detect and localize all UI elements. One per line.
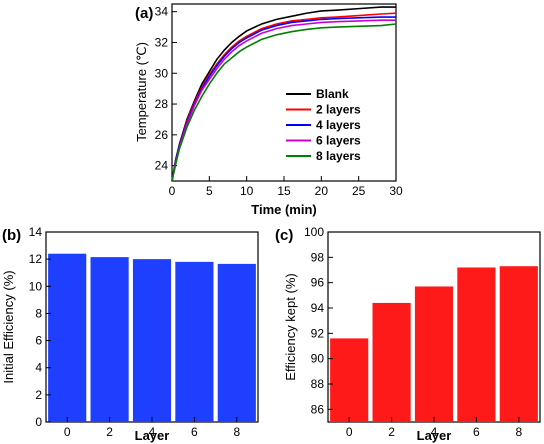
panel-a-xtick-label: 25 bbox=[352, 184, 366, 198]
panel-b-xtick-label: 2 bbox=[106, 425, 113, 439]
panel-c-xtick-label: 2 bbox=[388, 425, 395, 439]
panel-b-ylabel: Initial Efficiency (%) bbox=[1, 270, 16, 383]
panel-b-bar-3 bbox=[175, 261, 214, 422]
panel-b-bar-0 bbox=[48, 253, 87, 422]
panel-c-bar-4 bbox=[499, 266, 538, 422]
panel-c-bar-2 bbox=[414, 286, 454, 422]
panel-c-bar-1 bbox=[372, 302, 411, 422]
panel-a-ticks: 0 5 10 15 20 25 30 24 26 28 30 32 34 bbox=[155, 5, 403, 198]
panel-b-ytick-label: 12 bbox=[29, 252, 43, 266]
panel-a-ytick-label: 30 bbox=[155, 66, 169, 80]
panel-b-ytick-label: 14 bbox=[29, 225, 43, 239]
panel-a-ytick-label: 24 bbox=[155, 159, 169, 173]
panel-b-xtick-label: 8 bbox=[233, 425, 240, 439]
series-line-2 bbox=[171, 16, 396, 182]
panel-b-ytick-label: 8 bbox=[35, 306, 42, 320]
panel-a-plot-frame bbox=[171, 3, 397, 182]
panel-b-ytick-label: 6 bbox=[35, 334, 42, 348]
panel-c-bars bbox=[330, 266, 538, 422]
series-line-4 bbox=[171, 23, 397, 182]
panel-b-bar-4 bbox=[217, 263, 256, 422]
panel-c-ytick-label: 96 bbox=[311, 276, 325, 290]
panel-b-ticks: 0 2 4 6 8 0 2 4 6 8 10 12 14 bbox=[29, 225, 241, 439]
panel-a-xtick-label: 10 bbox=[240, 184, 254, 198]
series-line-3 bbox=[171, 19, 396, 182]
panel-a: (a) 0 5 10 15 20 25 30 24 26 28 30 32 34 Blank 2 laye… bbox=[134, 3, 403, 217]
panel-a-ylabel: Temperature (℃) bbox=[134, 42, 149, 142]
panel-c-xlabel: Layer bbox=[417, 428, 452, 443]
panel-c-xtick-label: 6 bbox=[473, 425, 480, 439]
panel-a-ytick-label: 28 bbox=[155, 97, 169, 111]
panel-b-xtick-label: 0 bbox=[64, 425, 71, 439]
panel-c-ytick-label: 100 bbox=[304, 225, 324, 239]
legend-label-1: 2 layers bbox=[316, 103, 361, 117]
panel-c: (c) 0 2 4 6 8 86 88 90 92 94 96 98 100 Layer Efficie… bbox=[275, 225, 541, 443]
panel-c-ylabel: Efficiency kept (%) bbox=[283, 273, 298, 380]
panel-c-ytick-label: 92 bbox=[311, 326, 325, 340]
panel-b-ytick-label: 10 bbox=[29, 279, 43, 293]
panel-b-ytick-label: 4 bbox=[35, 361, 42, 375]
panel-c-ticks: 0 2 4 6 8 86 88 90 92 94 96 98 100 bbox=[304, 225, 522, 439]
panel-c-label: (c) bbox=[275, 227, 293, 244]
panel-a-xtick-label: 15 bbox=[277, 184, 291, 198]
panel-c-ytick-label: 86 bbox=[311, 402, 325, 416]
panel-c-bar-3 bbox=[457, 267, 496, 422]
legend-label-2: 4 layers bbox=[316, 118, 361, 132]
panel-b-xtick-label: 6 bbox=[191, 425, 198, 439]
panel-c-xtick-label: 8 bbox=[515, 425, 522, 439]
panel-b-xlabel: Layer bbox=[135, 428, 170, 443]
panel-c-xtick-label: 4 bbox=[431, 425, 438, 439]
panel-b-bar-2 bbox=[132, 259, 172, 422]
panel-c-ytick-label: 94 bbox=[311, 301, 325, 315]
panel-b-ytick-label: 2 bbox=[35, 388, 42, 402]
panel-a-ytick-label: 34 bbox=[155, 5, 169, 19]
panel-a-xlabel: Time (min) bbox=[251, 202, 317, 217]
legend-label-4: 8 layers bbox=[316, 149, 361, 163]
panel-a-ytick-label: 32 bbox=[155, 35, 169, 49]
panel-c-ytick-label: 88 bbox=[311, 377, 325, 391]
panel-c-bar-0 bbox=[330, 338, 369, 422]
panel-b-xtick-label: 4 bbox=[149, 425, 156, 439]
panel-a-xtick-label: 30 bbox=[389, 184, 403, 198]
panel-c-ytick-label: 98 bbox=[311, 250, 325, 264]
legend-label-0: Blank bbox=[316, 87, 349, 101]
panel-a-xtick-label: 0 bbox=[169, 184, 176, 198]
panel-b-ytick-label: 0 bbox=[35, 415, 42, 429]
panel-c-ytick-label: 90 bbox=[311, 352, 325, 366]
panel-a-xtick-label: 20 bbox=[315, 184, 329, 198]
panel-a-xtick-label: 5 bbox=[206, 184, 213, 198]
panel-a-label: (a) bbox=[135, 5, 153, 22]
panel-b-bars bbox=[48, 253, 256, 422]
panel-a-lines bbox=[171, 6, 397, 182]
panel-a-grid-area: 0 5 10 15 20 25 30 24 26 28 30 32 34 Blank 2 layers4 … bbox=[155, 3, 403, 198]
legend-label-3: 6 layers bbox=[316, 134, 361, 148]
panel-b: (b) 0 2 4 6 8 0 2 4 6 8 10 12 14 Layer Initial Effic… bbox=[1, 225, 259, 443]
panel-c-xtick-label: 0 bbox=[346, 425, 353, 439]
panel-b-label: (b) bbox=[2, 227, 21, 244]
panel-a-ytick-label: 26 bbox=[155, 128, 169, 142]
panel-b-bar-1 bbox=[90, 257, 129, 422]
series-line-1 bbox=[171, 12, 397, 182]
